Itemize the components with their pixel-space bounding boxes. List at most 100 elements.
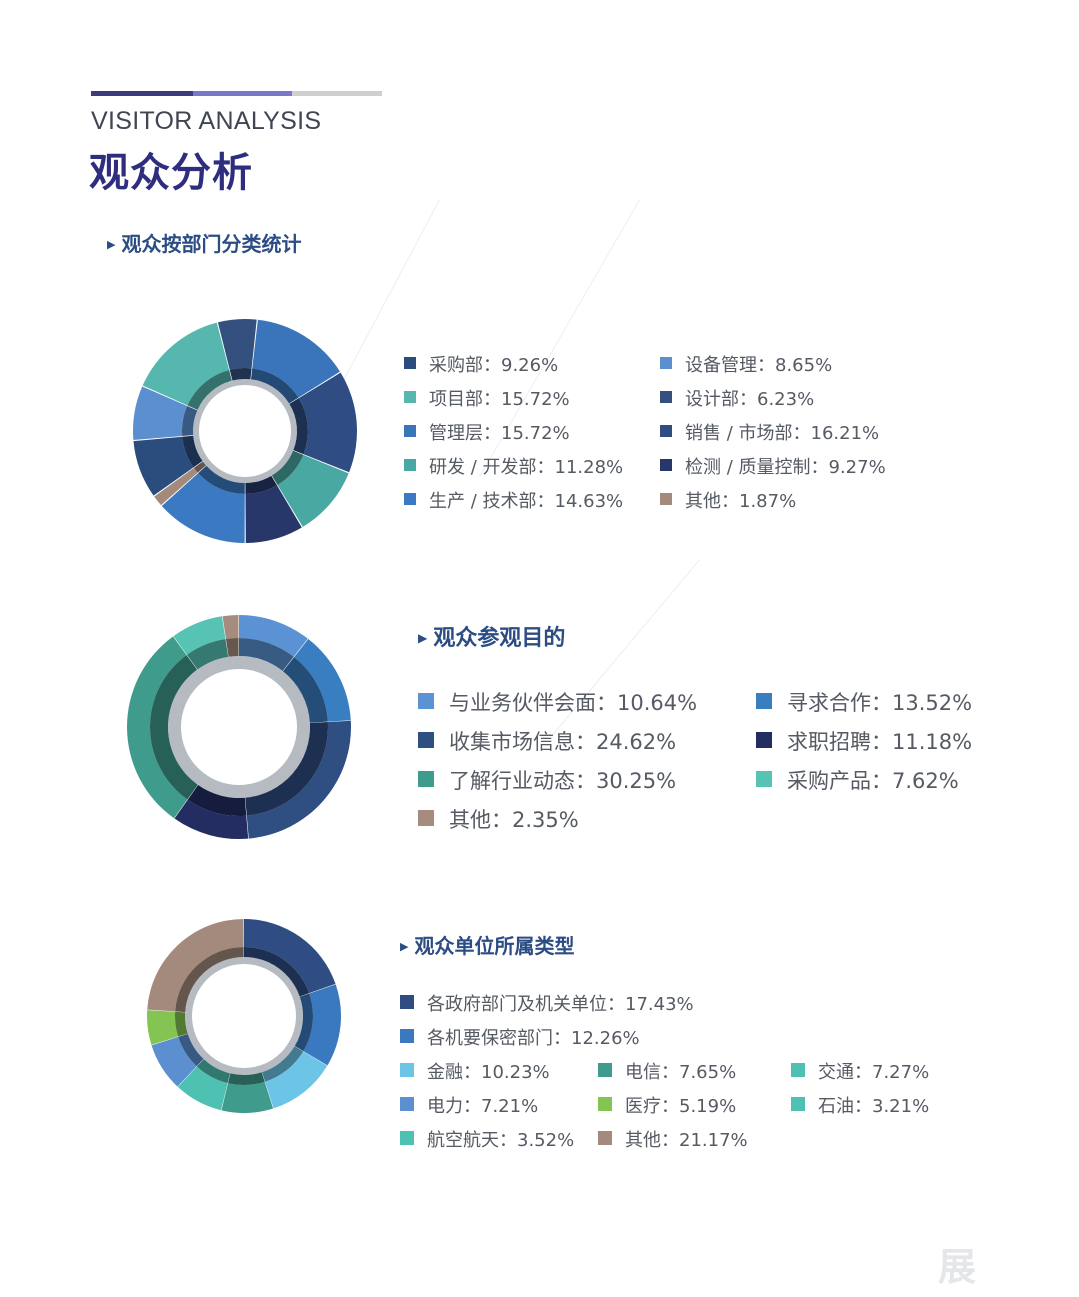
legend-swatch	[400, 1131, 414, 1145]
legend-swatch	[400, 1097, 414, 1111]
donut-slice-inner	[294, 993, 313, 1052]
legend-swatch	[418, 771, 434, 787]
donut-hole	[199, 385, 291, 477]
donut-slice	[222, 615, 239, 639]
donut-slice-inner	[271, 450, 304, 485]
header-bar-light	[193, 91, 292, 96]
legend-swatch	[404, 391, 416, 403]
donut-slice	[142, 322, 230, 406]
legend-label: 其他：1.87%	[685, 491, 797, 512]
donut-slice	[217, 319, 257, 370]
donut-slice-inner	[187, 370, 232, 410]
section-title-text: 观众单位所属类型	[414, 934, 575, 958]
donut-slice	[252, 319, 340, 398]
donut-slice	[133, 436, 194, 496]
legend-label: 生产 / 技术部：14.63%	[429, 491, 624, 512]
section-title-text: 观众参观目的	[433, 626, 566, 651]
donut-slice	[174, 799, 249, 839]
eyebrow-text: VISITOR ANALYSIS	[91, 107, 322, 135]
legend-swatch	[404, 493, 416, 505]
donut-slice-inner	[182, 405, 198, 437]
donut-slice	[154, 467, 198, 506]
legend-label: 与业务伙伴会面：10.64%	[449, 691, 698, 715]
legend-swatch	[756, 732, 772, 748]
donut-slice	[147, 919, 244, 1012]
legend-swatch	[598, 1063, 612, 1077]
legend-label: 收集市场信息：24.62%	[449, 730, 677, 754]
legend-swatch	[756, 771, 772, 787]
section-title-purpose: ▶ 观众参观目的	[418, 620, 565, 652]
legend-label: 电信：7.65%	[625, 1062, 737, 1083]
donut-slice-inner	[193, 461, 207, 473]
section-title-organization: ▶ 观众单位所属类型	[400, 930, 574, 959]
legend-label: 管理层：15.72%	[429, 423, 570, 444]
legend-label: 设备管理：8.65%	[685, 355, 833, 376]
donut-slice	[126, 636, 188, 819]
legend-swatch	[598, 1131, 612, 1145]
donut-slice	[303, 984, 341, 1066]
legend-swatch	[418, 732, 434, 748]
legend-swatch	[418, 693, 434, 709]
donut-slice-inner	[261, 1046, 304, 1082]
donut-slice-inner	[245, 722, 328, 816]
legend-label: 采购部：9.26%	[429, 355, 559, 376]
donut-slice	[173, 616, 226, 655]
legend-organization: 各政府部门及机关单位：17.43% 各机要保密部门：12.26% 金融：10.23%…	[400, 990, 1000, 1160]
donut-slice-inner	[239, 638, 294, 672]
donut-slice-inner	[187, 785, 247, 816]
donut-hole	[181, 669, 297, 785]
donut-slice	[147, 1010, 179, 1045]
section-title-text: 观众按部门分类统计	[121, 232, 302, 256]
donut-slice	[245, 485, 302, 543]
donut-slice-inner	[250, 368, 299, 404]
legend-swatch	[791, 1063, 805, 1077]
legend-label: 医疗：5.19%	[625, 1096, 737, 1117]
legend-swatch	[418, 810, 434, 826]
legend-swatch	[660, 425, 672, 437]
legend-label: 各政府部门及机关单位：17.43%	[427, 994, 694, 1015]
donut-slice-inner	[282, 657, 328, 723]
donut-slice	[221, 1081, 274, 1113]
legend-label: 设计部：6.23%	[685, 389, 815, 410]
donut-slice-inner	[186, 639, 229, 670]
legend-swatch	[660, 357, 672, 369]
donut-slice	[177, 1066, 228, 1111]
legend-label: 电力：7.21%	[427, 1096, 539, 1117]
watermark-logo: 展	[938, 1245, 977, 1289]
donut-slice-inner	[175, 1011, 188, 1037]
header-bar-gray	[292, 91, 382, 96]
legend-swatch	[660, 493, 672, 505]
donut-slice	[277, 454, 349, 527]
donut-slice	[265, 1051, 328, 1109]
legend-swatch	[660, 459, 672, 471]
legend-label: 其他：21.17%	[625, 1130, 748, 1151]
donut-hole	[192, 964, 296, 1068]
legend-label: 交通：7.27%	[818, 1062, 930, 1083]
triangle-icon: ▶	[400, 940, 409, 954]
legend-swatch	[404, 357, 416, 369]
donut-chart-department	[133, 319, 357, 543]
legend-label: 研发 / 开发部：11.28%	[429, 457, 624, 478]
legend-label: 检测 / 质量控制：9.27%	[685, 457, 886, 478]
header-bar-dark	[91, 91, 193, 96]
legend-swatch	[598, 1097, 612, 1111]
triangle-icon: ▶	[107, 238, 116, 252]
section-title-department: ▶ 观众按部门分类统计	[107, 228, 301, 257]
legend-swatch	[400, 1063, 414, 1077]
donut-slice	[239, 615, 308, 657]
donut-slice-inner	[289, 398, 308, 455]
legend-purpose: 与业务伙伴会面：10.64% 寻求合作：13.52% 收集市场信息：24.62% 求职…	[418, 687, 1018, 847]
legend-label: 项目部：15.72%	[429, 389, 570, 410]
donut-slice-inner	[229, 368, 252, 381]
legend-swatch	[791, 1097, 805, 1111]
donut-slice-inner	[198, 465, 245, 494]
donut-slice-inner	[175, 947, 244, 1013]
donut-slice-inner	[225, 638, 239, 657]
legend-label: 了解行业动态：30.25%	[449, 769, 677, 793]
legend-label: 采购产品：7.62%	[787, 769, 959, 793]
donut-slice	[244, 919, 336, 994]
legend-swatch	[660, 391, 672, 403]
donut-slice-inner	[178, 1033, 204, 1067]
legend-label: 金融：10.23%	[427, 1062, 550, 1083]
donut-slice	[161, 473, 245, 543]
